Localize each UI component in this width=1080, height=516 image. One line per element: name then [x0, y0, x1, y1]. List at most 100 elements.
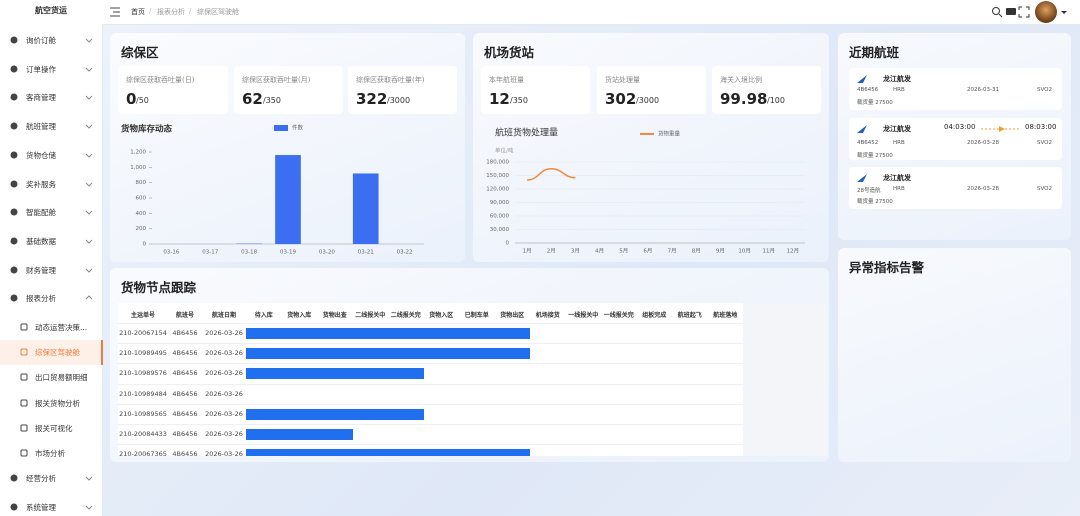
- menu-icon: [10, 474, 18, 482]
- submenu-icon: [20, 323, 28, 331]
- airline-name: 龙江航发: [883, 174, 911, 182]
- menu-item[interactable]: 航班管理: [26, 122, 56, 132]
- menu-item[interactable]: 财务管理: [26, 265, 56, 275]
- stat-total: /3000: [387, 96, 411, 105]
- table-cell: 2026-03-26: [205, 409, 243, 418]
- menu-icon: [10, 266, 18, 274]
- stat-card: 综保区获取吞吐量(年) 322/3000: [348, 66, 457, 114]
- destination: SVO2: [1037, 87, 1052, 93]
- row-divider: [118, 444, 743, 446]
- flight-card[interactable]: 龙江航发 4B6456 HRB 2026-03-31 SVO2 载货量 27500: [849, 68, 1062, 110]
- menu-icon: [10, 208, 18, 216]
- panel-title: 机场货站: [484, 45, 535, 60]
- submenu-item[interactable]: 报关可视化: [35, 423, 73, 433]
- cargo-load: 载货量 27500: [857, 100, 893, 106]
- breadcrumb-separator: /: [189, 7, 192, 15]
- search-icon[interactable]: [991, 6, 1003, 18]
- menu-icon: [10, 93, 18, 101]
- chevron: [85, 67, 93, 72]
- menu-icon: [10, 122, 18, 130]
- column-header: 主运单号: [130, 312, 155, 319]
- chevron: [85, 295, 93, 300]
- submenu-icon: [20, 348, 28, 356]
- stage-header: 货物出区: [500, 312, 525, 319]
- menu-item[interactable]: 系统管理: [26, 502, 56, 512]
- row-divider: [118, 383, 743, 385]
- panel-title: 近期航班: [849, 45, 900, 60]
- panel-title: 异常指标告警: [849, 260, 925, 275]
- airport-panel: 机场货站本年航班量 12/350 货站处理量 302/3000 海关入境比例 99.98/…: [473, 33, 829, 262]
- flight-date: 2026-03-28: [967, 140, 999, 146]
- stat-card: 综保区获取吞吐量(月) 62/350: [234, 66, 343, 114]
- stage-header: 货物入区: [429, 312, 454, 319]
- menu-item[interactable]: 智能配舱: [26, 208, 56, 218]
- flight-card[interactable]: 龙江航发 04:03:00 08:03:00 4B6452 HRB 2026-03-28 S…: [849, 118, 1062, 160]
- table-cell: 4B6456: [172, 450, 198, 456]
- menu-icon: [10, 36, 18, 44]
- avatar[interactable]: [1035, 1, 1057, 23]
- menu-item[interactable]: 客商管理: [26, 93, 56, 103]
- flights-panel: 近期航班 龙江航发 4B6456 HRB 2026-03-31 SVO2 载货量 27500…: [838, 33, 1071, 240]
- stage-header: 航班起飞: [677, 312, 702, 319]
- column-header: 航班号: [175, 312, 194, 319]
- table-cell: 210-20084433: [119, 430, 167, 438]
- submenu-item[interactable]: 出口贸易额明细: [35, 373, 88, 383]
- breadcrumb-item[interactable]: 首页: [131, 8, 145, 16]
- airline-name: 龙江航发: [883, 125, 911, 133]
- submenu-item[interactable]: 综保区驾驶舱: [35, 348, 80, 358]
- table-cell: 2026-03-26: [205, 430, 243, 438]
- breadcrumb-item: 综保区驾驶舱: [197, 8, 239, 16]
- row-divider: [118, 323, 743, 324]
- menu-toggle: [110, 7, 120, 17]
- stage-header: 已制车单: [464, 312, 489, 319]
- flight-card[interactable]: 龙江航发 28号造航 HRB 2026-03-28 SVO2 载货量 27500: [849, 167, 1062, 209]
- fullscreen-icon[interactable]: [1018, 6, 1030, 18]
- stat-card: 海关入境比例 99.98/100: [712, 66, 821, 114]
- submenu-item[interactable]: 市场分析: [35, 449, 65, 458]
- table-side: [743, 303, 828, 456]
- submenu-item[interactable]: 报关货物分析: [35, 398, 80, 408]
- alerts-panel: 异常指标告警: [838, 248, 1071, 462]
- stat-card: 本年航班量 12/350: [481, 66, 590, 114]
- stat-total: /350: [263, 96, 281, 105]
- menu-item[interactable]: 奖补服务: [26, 179, 56, 189]
- stat-card: 货站处理量 302/3000: [597, 66, 706, 114]
- menu-icon: [10, 151, 18, 159]
- menu-item[interactable]: 基础数据: [26, 236, 56, 246]
- table-cell: 4B6456: [172, 409, 198, 418]
- tracking-table: 主运单号 航班号 航班日期 待入库 货物入库 货物出查 二线报关中 二线报关完 货物入区 已制车单…: [118, 303, 828, 456]
- top-bar: [102, 0, 1080, 25]
- menu-item[interactable]: 货物仓储: [26, 150, 56, 160]
- progress-bar: [246, 328, 530, 339]
- breadcrumb-item[interactable]: 报表分析: [157, 8, 185, 16]
- sidebar: 航空货运 询价订舱 订单操作 客商管理 航班管理 货物仓储 奖补服务 智能配舱 基础数据 财务管理…: [0, 0, 103, 516]
- menu-item[interactable]: 报表分析: [26, 294, 56, 304]
- table-cell: 4B6456: [172, 430, 198, 438]
- arrival-time: 08:03:00: [1025, 123, 1057, 131]
- stat-value: 62: [242, 90, 263, 108]
- table-cell: 4B6456: [172, 369, 198, 378]
- table-cell: 210-20067154: [119, 329, 167, 337]
- chevron: [85, 96, 93, 101]
- menu-icon: [10, 503, 18, 511]
- submenu-item[interactable]: 动态运营决策...: [35, 323, 88, 332]
- stat-total: /350: [510, 96, 528, 105]
- stat-value: 322: [356, 90, 388, 108]
- submenu-icon: [20, 399, 28, 407]
- chevron: [85, 210, 93, 215]
- message-icon[interactable]: [1005, 6, 1017, 18]
- stage-header: 组板完成: [642, 312, 667, 319]
- tracking-panel: 货物节点跟踪 主运单号 航班号 航班日期 待入库 货物入库 货物出查 二线报关中 二线报关完 货物…: [110, 268, 829, 462]
- column-header: 航班日期: [211, 312, 236, 319]
- menu-item[interactable]: 询价订舱: [26, 36, 56, 45]
- menu-item[interactable]: 经营分析: [26, 474, 56, 484]
- menu-item[interactable]: 订单操作: [26, 64, 56, 74]
- row-divider: [118, 343, 743, 345]
- stat-label: 本年航班量: [489, 76, 524, 84]
- avatar-caret: [1061, 11, 1067, 14]
- table-cell: 2026-03-26: [205, 349, 243, 358]
- table-cell: 210-10989576: [119, 369, 167, 378]
- menu-icon: [10, 294, 18, 302]
- row-divider: [118, 363, 743, 365]
- stat-label: 货站处理量: [605, 76, 640, 84]
